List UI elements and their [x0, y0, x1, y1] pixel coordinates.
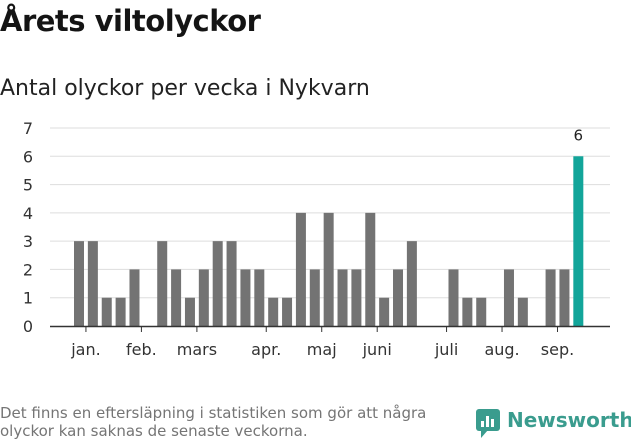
x-tick-label: mars: [177, 340, 217, 359]
x-tick-label: sep.: [541, 340, 574, 359]
x-tick-label: juli: [434, 340, 458, 359]
x-tick-label: feb.: [126, 340, 157, 359]
bar: [476, 297, 487, 326]
chart-bubble-icon: [476, 409, 500, 438]
bar: [517, 297, 528, 326]
bar: [157, 241, 168, 326]
bar: [309, 269, 320, 326]
bar: [240, 269, 251, 326]
bar: [254, 269, 265, 326]
x-tick-label: juni: [362, 340, 392, 359]
y-tick-label: 6: [23, 147, 33, 166]
bar: [393, 269, 404, 326]
bar: [503, 269, 514, 326]
bar: [323, 212, 334, 326]
bar: [74, 241, 84, 326]
chart-subtitle: Antal olyckor per vecka i Nykvarn: [0, 76, 370, 101]
annotations: 6: [574, 126, 584, 144]
bar: [559, 269, 570, 326]
y-tick-label: 0: [23, 317, 33, 336]
x-tick-label: apr.: [251, 340, 281, 359]
bar: [365, 212, 376, 326]
bar: [282, 297, 293, 326]
x-axis-ticks: [50, 325, 610, 332]
bar: [462, 297, 473, 326]
bar-chart: 0 1 2 3 4 5 6 7 jan. feb. mars apr. maj juni juli aug.…: [23, 119, 610, 359]
brand-name: Newsworthy: [507, 408, 631, 432]
bar: [379, 297, 390, 326]
bar: [545, 269, 556, 326]
bar: [115, 297, 126, 326]
y-tick-label: 3: [23, 232, 33, 251]
bar: [129, 269, 140, 326]
y-tick-labels: 0 1 2 3 4 5 6 7: [23, 119, 33, 336]
bar: [87, 241, 98, 326]
bar: [351, 269, 362, 326]
bar: [198, 269, 209, 326]
x-tick-labels: jan. feb. mars apr. maj juni juli aug. sep.: [70, 340, 574, 359]
bar: [101, 297, 112, 326]
x-tick-label: aug.: [484, 340, 519, 359]
x-tick-label: jan.: [70, 340, 100, 359]
y-tick-label: 1: [23, 289, 33, 308]
bar: [268, 297, 279, 326]
bars: [74, 156, 584, 326]
data-label: 6: [574, 126, 584, 144]
bar: [406, 241, 417, 326]
page-title: Årets viltolyckor: [0, 4, 261, 38]
highlighted-bar: [573, 156, 584, 326]
footnote: Det finns en eftersläpning i statistiken…: [0, 404, 427, 440]
x-tick-label: maj: [307, 340, 337, 359]
bar: [448, 269, 459, 326]
bar: [226, 241, 237, 326]
bar: [184, 297, 195, 326]
y-tick-label: 2: [23, 260, 33, 279]
bar: [171, 269, 182, 326]
bar: [295, 212, 306, 326]
newsworthy-logo: Newsworthy: [475, 407, 631, 439]
y-tick-label: 5: [23, 176, 33, 195]
bar: [212, 241, 223, 326]
y-tick-label: 4: [23, 204, 33, 223]
bar: [337, 269, 348, 326]
y-tick-label: 7: [23, 119, 33, 138]
